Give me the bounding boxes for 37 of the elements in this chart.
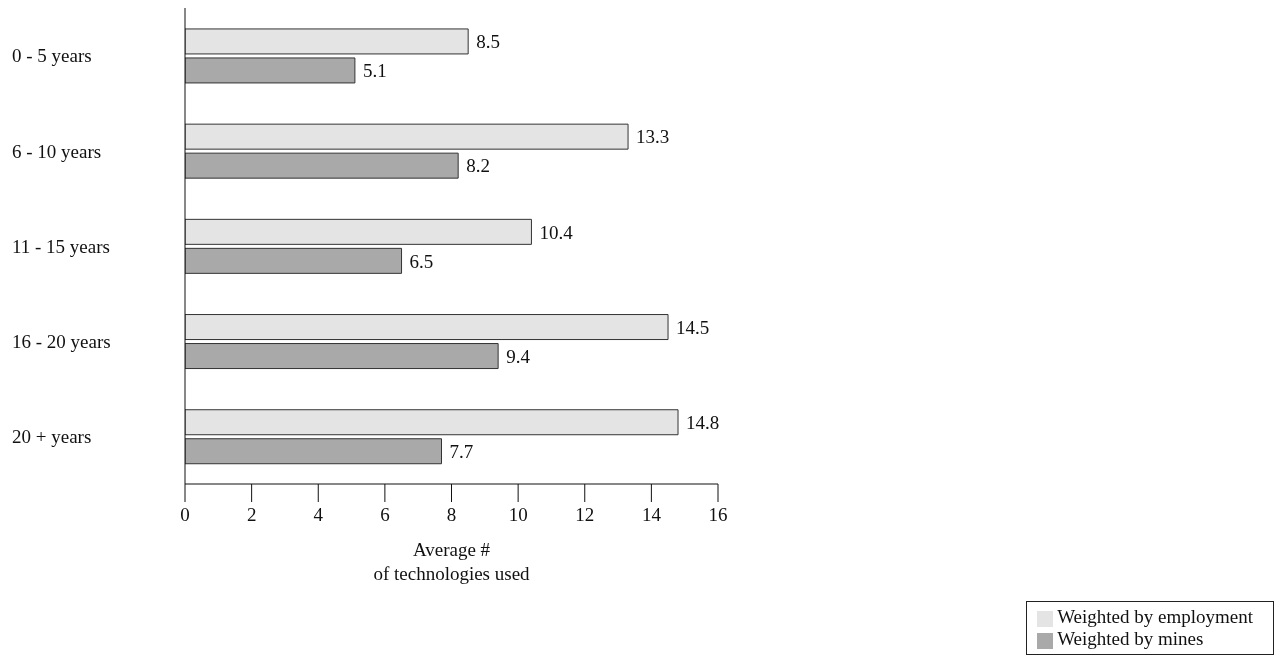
y-tick-label: 0 - 5 years bbox=[12, 45, 92, 67]
legend-label: Weighted by mines bbox=[1057, 628, 1204, 649]
data-label: 8.5 bbox=[476, 31, 500, 53]
x-tick-label: 0 bbox=[180, 504, 190, 526]
x-tick-label: 4 bbox=[313, 504, 324, 526]
y-tick-label: 20 + years bbox=[12, 426, 92, 448]
bar bbox=[185, 314, 669, 341]
x-tick-label: 10 bbox=[508, 504, 528, 526]
x-tick-label: 14 bbox=[641, 504, 662, 526]
x-tick-label: 6 bbox=[380, 504, 390, 526]
y-tick-label: 6 - 10 years bbox=[12, 140, 102, 162]
data-label: 5.1 bbox=[362, 60, 387, 82]
data-label: 14.8 bbox=[686, 411, 720, 433]
bar bbox=[185, 409, 679, 436]
bar bbox=[185, 57, 356, 84]
bar bbox=[185, 218, 532, 245]
x-tick-label: 16 bbox=[708, 504, 728, 526]
data-label: 7.7 bbox=[449, 440, 474, 462]
bar bbox=[185, 152, 459, 179]
bar bbox=[185, 247, 403, 274]
legend-label: Weighted by employment bbox=[1057, 606, 1253, 627]
data-label: 6.5 bbox=[409, 250, 434, 272]
data-label: 8.2 bbox=[466, 155, 490, 177]
x-tick-label: 12 bbox=[575, 504, 595, 526]
x-tick-label: 2 bbox=[246, 504, 257, 526]
data-label: 13.3 bbox=[636, 126, 670, 148]
y-tick-label: 16 - 20 years bbox=[12, 330, 111, 352]
data-label: 9.4 bbox=[506, 345, 531, 367]
x-axis-title: Average # of technologies used bbox=[373, 539, 531, 584]
bar bbox=[185, 343, 499, 370]
bar bbox=[185, 28, 469, 55]
y-tick-label: 11 - 15 years bbox=[12, 235, 110, 257]
bar bbox=[185, 438, 443, 465]
data-label: 14.5 bbox=[676, 316, 710, 338]
bar bbox=[185, 123, 629, 150]
data-label: 10.4 bbox=[539, 221, 574, 243]
x-tick-label: 8 bbox=[446, 504, 457, 526]
